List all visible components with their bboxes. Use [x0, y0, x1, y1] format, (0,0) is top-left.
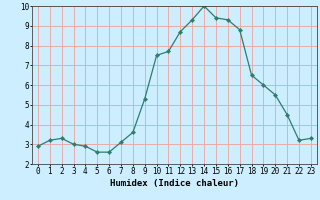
- X-axis label: Humidex (Indice chaleur): Humidex (Indice chaleur): [110, 179, 239, 188]
